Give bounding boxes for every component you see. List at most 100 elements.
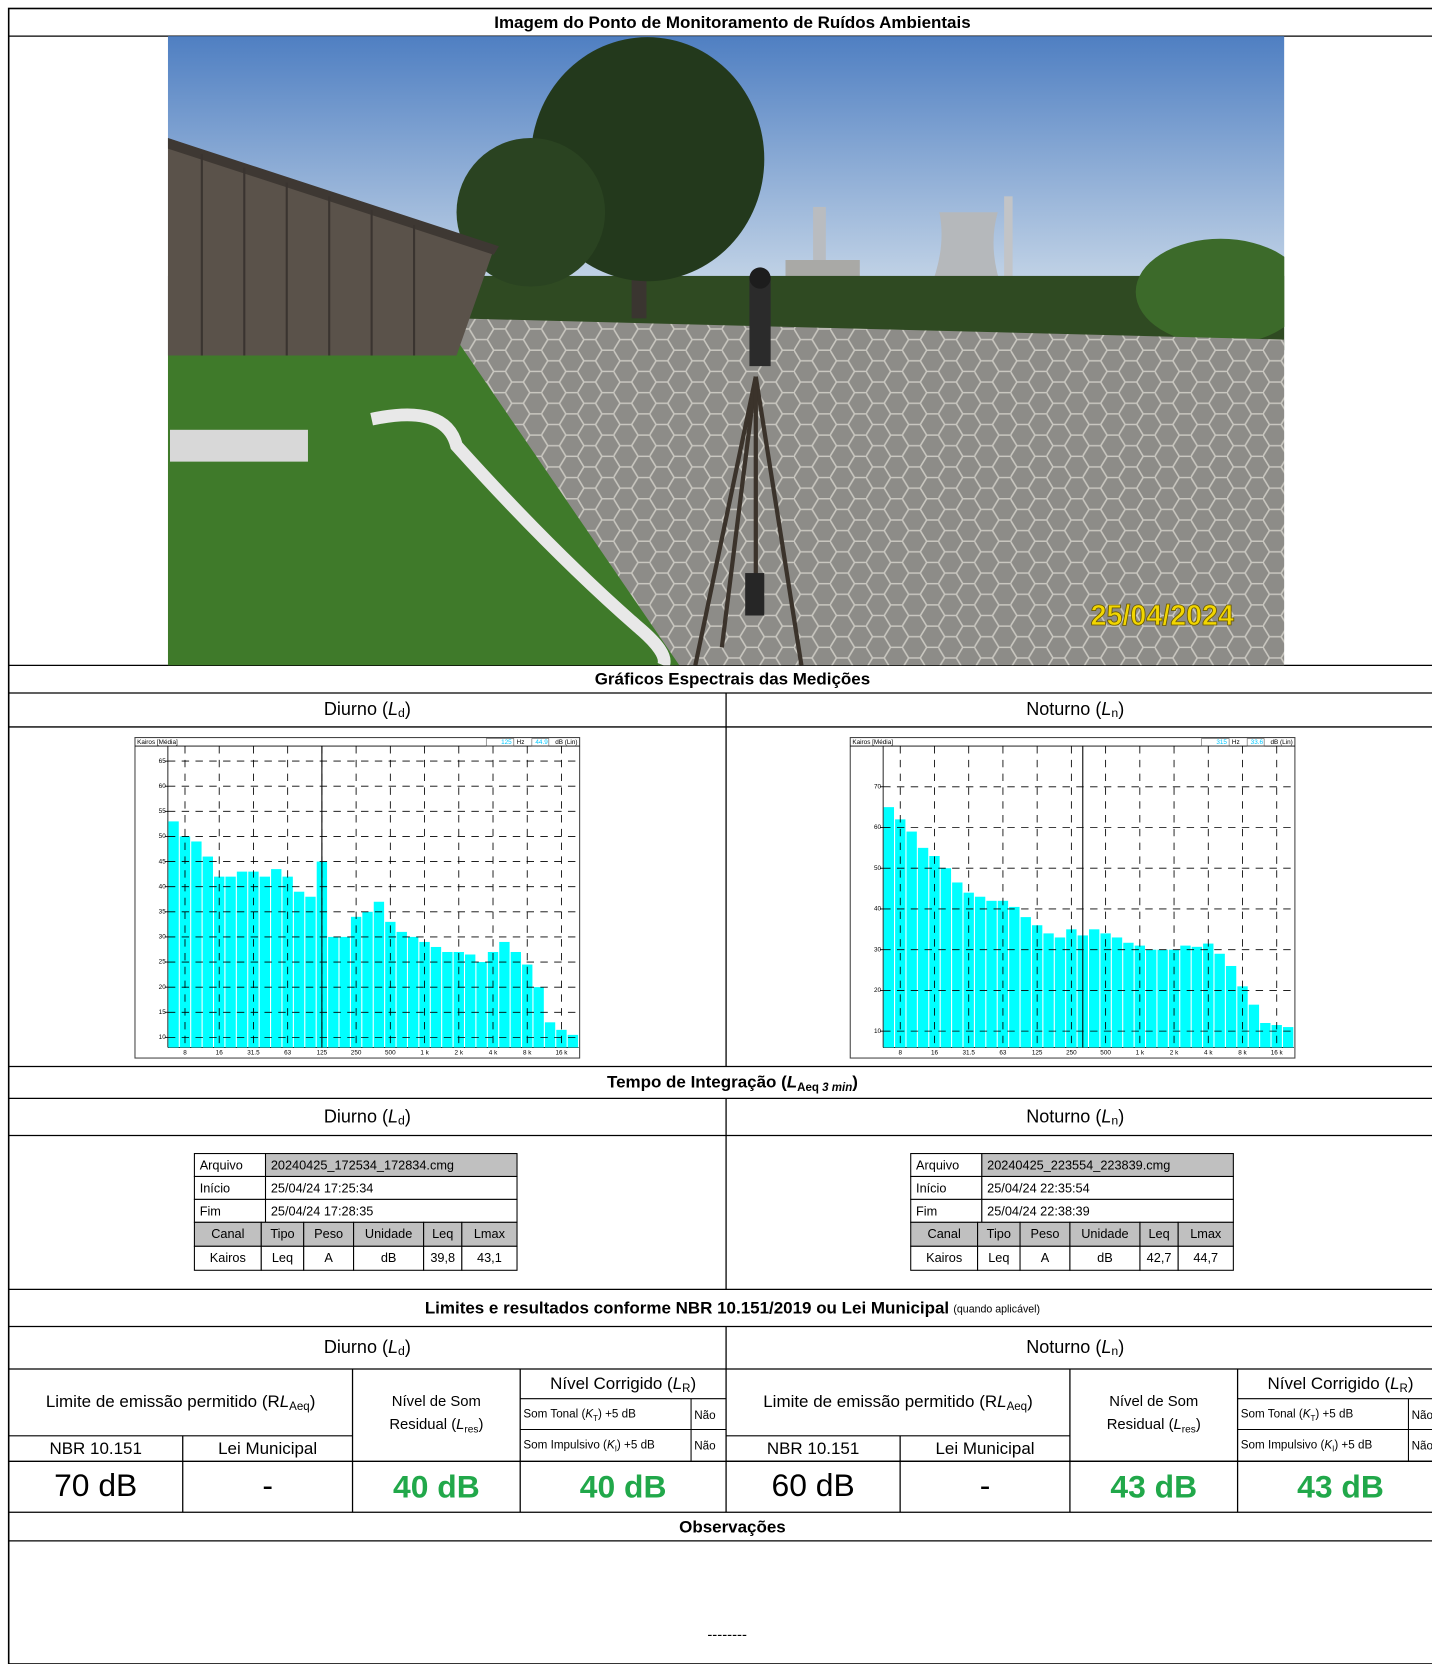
bar [1237,986,1248,1048]
text-part: ) [1118,699,1124,719]
bar [1214,953,1225,1048]
nbr-header: NBR 10.151 [49,1439,141,1458]
bar [1123,942,1134,1048]
photo: 25/04/2024 [167,36,1285,666]
frame [7,7,1432,1664]
y-tick-label: 45 [159,858,167,865]
level-box [1246,738,1265,747]
impulsive-header: Som Impulsivo (KI) +5 dB [1241,1438,1373,1453]
bar [442,951,453,1048]
text-part: Nível Corrigido ( [1268,1374,1391,1393]
column-header: Canal [928,1226,961,1241]
section-title: Gráficos Espectrais das Medições [595,670,870,689]
tonal-value: Não [1412,1409,1432,1422]
y-tick-label: 35 [159,908,167,915]
x-tick-label: 4 k [489,1049,498,1056]
x-tick-label: 16 [216,1049,224,1056]
bar [522,964,533,1048]
period-label: Noturno (Ln) [1026,1106,1124,1128]
text-part: Noturno ( [1026,699,1101,719]
text-part: ) [1118,1106,1124,1126]
text-part: ) [1027,1392,1033,1411]
text-part: K [585,1408,594,1421]
table-value: 44,7 [1193,1250,1218,1265]
table-value: Kairos [926,1250,962,1265]
corrected-level: 40 dB [580,1468,667,1504]
row-value: 25/04/24 22:38:39 [987,1203,1090,1218]
text-part: Noturno ( [1026,1337,1101,1357]
text-part: T [593,1414,598,1423]
frequency-unit: Hz [1232,739,1240,746]
observations-text: -------- [707,1627,747,1643]
residual-header: Nível de Som [392,1394,481,1410]
barn [167,137,494,356]
row-label: Arquivo [916,1157,959,1172]
period-label: Noturno (Ln) [1026,1337,1124,1359]
text-part: ) +5 dB [617,1438,655,1451]
barn-planks [200,153,416,356]
chimney [1004,196,1013,287]
bar [499,941,510,1048]
text-part: Som Tonal ( [1241,1408,1303,1421]
text-part: Som Impulsivo ( [523,1438,607,1451]
residual-header: Nível de Som [1109,1394,1198,1410]
text-part: ) [405,1337,411,1357]
y-tick-label: 50 [874,865,882,872]
text-part: ) [310,1392,316,1411]
row-value: 20240425_223554_223839.cmg [987,1157,1170,1172]
bar [1180,945,1191,1048]
y-tick-label: 30 [159,934,167,941]
impulsive-header: Som Impulsivo (KI) +5 dB [523,1438,655,1453]
limit-header: Limite de emissão permitido (RLAeq) [46,1392,316,1413]
residual-header: Residual (Lres) [389,1417,483,1435]
bar [567,1034,579,1048]
chart-source: Kairos [Média] [137,739,178,746]
date-stamp: 25/04/2024 [1091,600,1234,632]
tripod [693,376,804,666]
meter-box [745,573,765,616]
text-part: Nível Corrigido ( [550,1374,673,1393]
y-tick-label: 15 [159,1009,167,1016]
row-value: 20240425_172534_172834.cmg [271,1157,454,1172]
text-part: (quando aplicável) [953,1303,1040,1315]
text-part: R [1400,1383,1408,1395]
pavement [456,318,1285,666]
impulsive-value: Não [694,1440,715,1453]
text-part: L [456,1417,464,1433]
bar [1225,965,1237,1048]
bar [214,876,225,1048]
x-tick-label: 500 [1100,1049,1111,1056]
bar [1111,937,1123,1048]
column-header: Tipo [987,1226,1011,1241]
bar [1248,1004,1260,1048]
level-unit: dB (Lin) [1270,739,1292,746]
text-part: L [787,1073,797,1092]
corrected-header: Nível Corrigido (LR) [550,1374,696,1395]
municipal-header: Lei Municipal [935,1439,1034,1458]
bar [328,936,339,1048]
text-part: Limite de emissão permitido (R [763,1392,997,1411]
x-tick-label: 16 k [1271,1049,1284,1056]
row-value: 25/04/24 17:28:35 [271,1203,374,1218]
text-part: L [388,1337,398,1357]
column-header: Unidade [365,1226,412,1241]
y-tick-label: 20 [159,984,167,991]
text-part: L [1174,1417,1182,1433]
bar [974,896,986,1048]
y-tick-label: 20 [874,987,882,994]
bar [1054,937,1066,1048]
bar [544,1022,556,1048]
y-tick-label: 55 [159,808,167,815]
period-label: Diurno (Ld) [324,1337,411,1359]
level-value: 33.6 [1251,739,1264,746]
bar [202,856,213,1048]
bar [191,841,202,1048]
x-tick-label: 8 [183,1049,187,1056]
bar [1009,906,1020,1048]
text-part: K [1303,1408,1312,1421]
y-tick-label: 40 [159,883,167,890]
x-tick-label: 2 k [1170,1049,1179,1056]
frequency-value: 125 [501,739,512,746]
x-tick-label: 16 [931,1049,939,1056]
